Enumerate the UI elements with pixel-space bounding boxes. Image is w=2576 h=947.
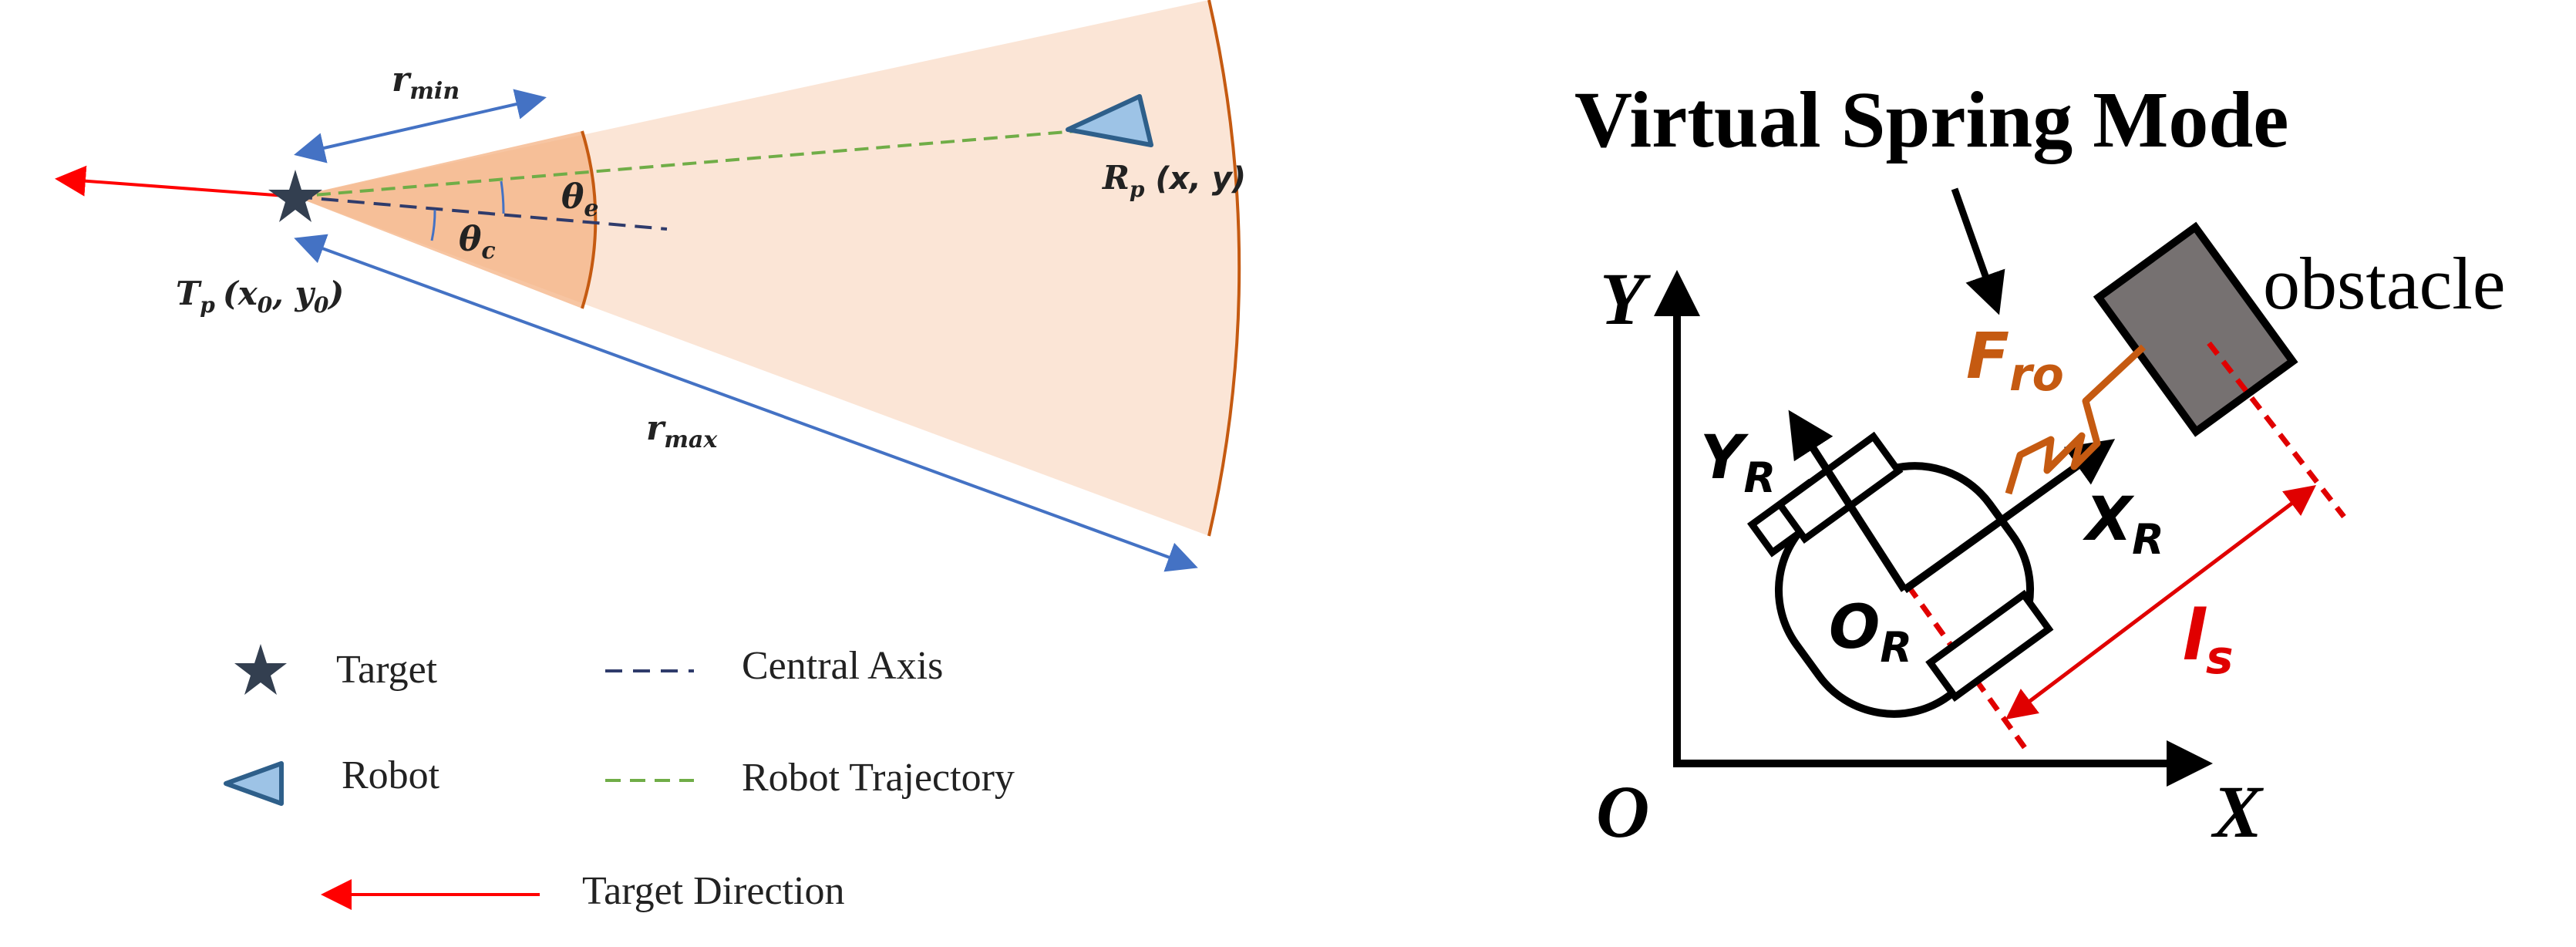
theta-e-label: θe xyxy=(561,177,598,222)
r-max-arrow xyxy=(294,234,1198,572)
sector-diagram: rmin rmax θe θc Tp (x0, y0) Rp (x, y) xyxy=(55,0,1246,572)
robot-triangle-icon xyxy=(1066,94,1153,147)
legend-robot-triangle-icon xyxy=(224,761,284,806)
target-position-label: Tp (x0, y0) xyxy=(176,275,344,318)
robot-wheel-bottom xyxy=(1925,589,2054,703)
world-y-label: Y xyxy=(1600,258,1651,340)
target-star-icon xyxy=(268,170,322,222)
robot-origin-label: OR xyxy=(1829,593,1912,672)
obstacle-block xyxy=(2093,221,2298,437)
r-max-label: rmax xyxy=(646,409,718,453)
robot-trajectory-line xyxy=(295,130,1076,198)
world-x-label: X xyxy=(2211,770,2264,853)
legend-robot-trajectory-label: Robot Trajectory xyxy=(742,756,1015,800)
legend-target-star-icon xyxy=(234,644,287,695)
target-direction-arrow xyxy=(55,165,296,198)
obstacle-label: obstacle xyxy=(2263,242,2506,325)
central-axis-line xyxy=(295,195,668,231)
spring-force-label: Fro xyxy=(1966,320,2064,402)
distance-label: ls xyxy=(2182,595,2234,685)
legend-central-axis-label: Central Axis xyxy=(742,644,943,688)
robot-y-label: YR xyxy=(1700,423,1776,502)
title-pointer-arrow xyxy=(1951,187,2005,315)
world-origin-label: O xyxy=(1596,770,1649,853)
legend-robot-label: Robot xyxy=(342,753,440,797)
robot-y-axis xyxy=(1788,409,1908,592)
obstacle-dashed-line xyxy=(2207,341,2346,519)
r-min-arrow xyxy=(294,89,547,163)
robot-x-label: XR xyxy=(2083,485,2164,564)
distance-arrow xyxy=(2005,484,2316,720)
legend-target-direction-label: Target Direction xyxy=(582,869,845,913)
theta-c-label: θc xyxy=(459,220,496,265)
virtual-spring xyxy=(2005,344,2147,495)
r-min-label: rmin xyxy=(392,60,460,105)
diagram-title: Virtual Spring Mode xyxy=(1574,76,2288,164)
legend: Target Robot Central Axis Robot Trajecto… xyxy=(224,644,1015,913)
robot-position-label: Rp (x, y) xyxy=(1102,159,1246,202)
legend-target-label: Target xyxy=(336,648,438,692)
virtual-spring-diagram: Virtual Spring Mode Y X O obstacle ls YR… xyxy=(1574,76,2506,853)
theta-e-arc xyxy=(500,180,505,214)
